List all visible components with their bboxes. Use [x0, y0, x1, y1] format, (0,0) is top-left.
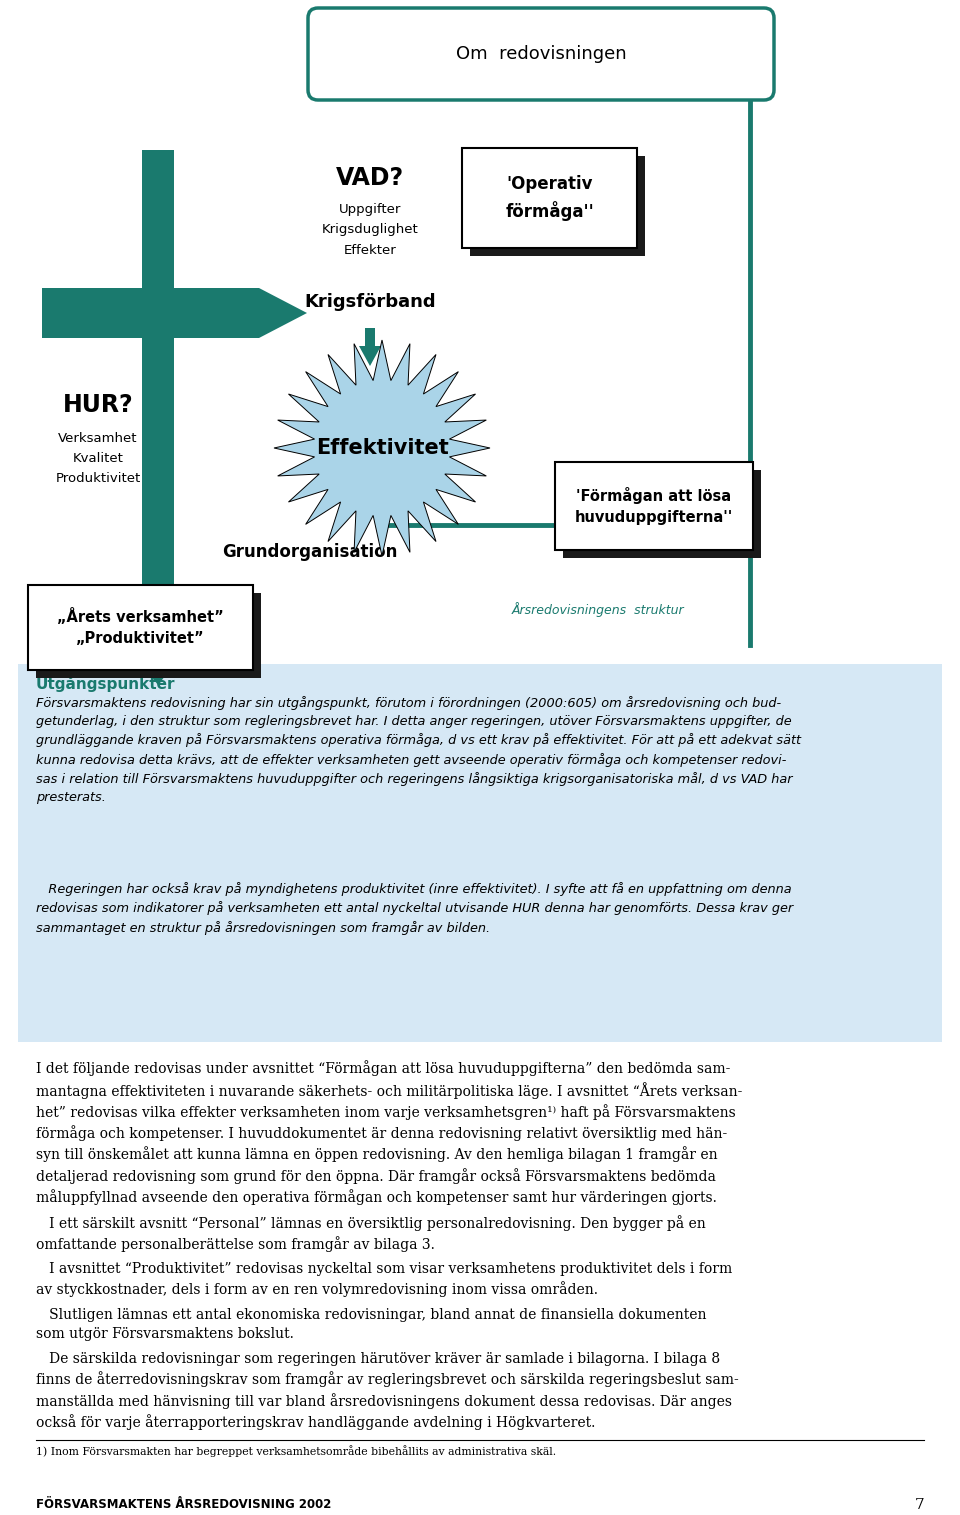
- FancyBboxPatch shape: [308, 8, 774, 100]
- Bar: [18, 664, 942, 1042]
- Text: De särskilda redovisningar som regeringen härutöver kräver är samlade i bilagorn: De särskilda redovisningar som regeringe…: [36, 1351, 739, 1430]
- Bar: [462, 148, 637, 248]
- Text: Krigsförband: Krigsförband: [304, 292, 436, 311]
- FancyArrow shape: [42, 288, 307, 338]
- Text: Utgångspunkter: Utgångspunkter: [36, 676, 176, 692]
- Text: Uppgifter
Krigsduglighet
Effekter: Uppgifter Krigsduglighet Effekter: [322, 203, 419, 256]
- Text: VAD?: VAD?: [336, 167, 404, 189]
- Bar: [36, 592, 261, 679]
- Text: 'Operativ
förmåga'': 'Operativ förmåga'': [505, 176, 594, 221]
- Bar: [555, 462, 753, 550]
- Text: 7: 7: [914, 1498, 924, 1512]
- Text: Försvarsmaktens redovisning har sin utgångspunkt, förutom i förordningen (2000:6: Försvarsmaktens redovisning har sin utgå…: [36, 695, 801, 804]
- Text: „Årets verksamhet”
„Produktivitet”: „Årets verksamhet” „Produktivitet”: [58, 608, 224, 645]
- FancyArrow shape: [131, 650, 185, 685]
- Text: Effektivitet: Effektivitet: [316, 438, 448, 458]
- Text: Slutligen lämnas ett antal ekonomiska redovisningar, bland annat de finansiella : Slutligen lämnas ett antal ekonomiska re…: [36, 1307, 707, 1341]
- FancyArrow shape: [359, 329, 381, 367]
- Text: Regeringen har också krav på myndighetens produktivitet (inre effektivitet). I s: Regeringen har också krav på myndigheten…: [36, 882, 793, 935]
- Text: Grundorganisation: Grundorganisation: [223, 542, 397, 561]
- Text: HUR?: HUR?: [62, 392, 133, 417]
- Text: 'Förmågan att lösa
huvuduppgifterna'': 'Förmågan att lösa huvuduppgifterna'': [575, 486, 733, 526]
- Text: Om  redovisningen: Om redovisningen: [456, 45, 626, 64]
- Bar: [28, 585, 253, 670]
- Polygon shape: [274, 339, 490, 556]
- Text: FÖRSVARSMAKTENS ÅRSREDOVISNING 2002: FÖRSVARSMAKTENS ÅRSREDOVISNING 2002: [36, 1498, 331, 1510]
- Bar: [470, 156, 645, 256]
- Text: 1) Inom Försvarsmakten har begreppet verksamhetsområde bibehållits av administra: 1) Inom Försvarsmakten har begreppet ver…: [36, 1445, 556, 1457]
- Bar: [563, 470, 761, 558]
- Text: I det följande redovisas under avsnittet “Förmågan att lösa huvuduppgifterna” de: I det följande redovisas under avsnittet…: [36, 1060, 742, 1204]
- Text: I ett särskilt avsnitt “Personal” lämnas en översiktlig personalredovisning. Den: I ett särskilt avsnitt “Personal” lämnas…: [36, 1215, 706, 1253]
- Text: Årsredovisningens  struktur: Årsredovisningens struktur: [512, 603, 684, 618]
- FancyArrow shape: [371, 486, 393, 526]
- Text: Verksamhet
Kvalitet
Produktivitet: Verksamhet Kvalitet Produktivitet: [56, 432, 140, 485]
- Text: I avsnittet “Produktivitet” redovisas nyckeltal som visar verksamhetens produkti: I avsnittet “Produktivitet” redovisas ny…: [36, 1262, 732, 1297]
- Bar: [142, 150, 174, 661]
